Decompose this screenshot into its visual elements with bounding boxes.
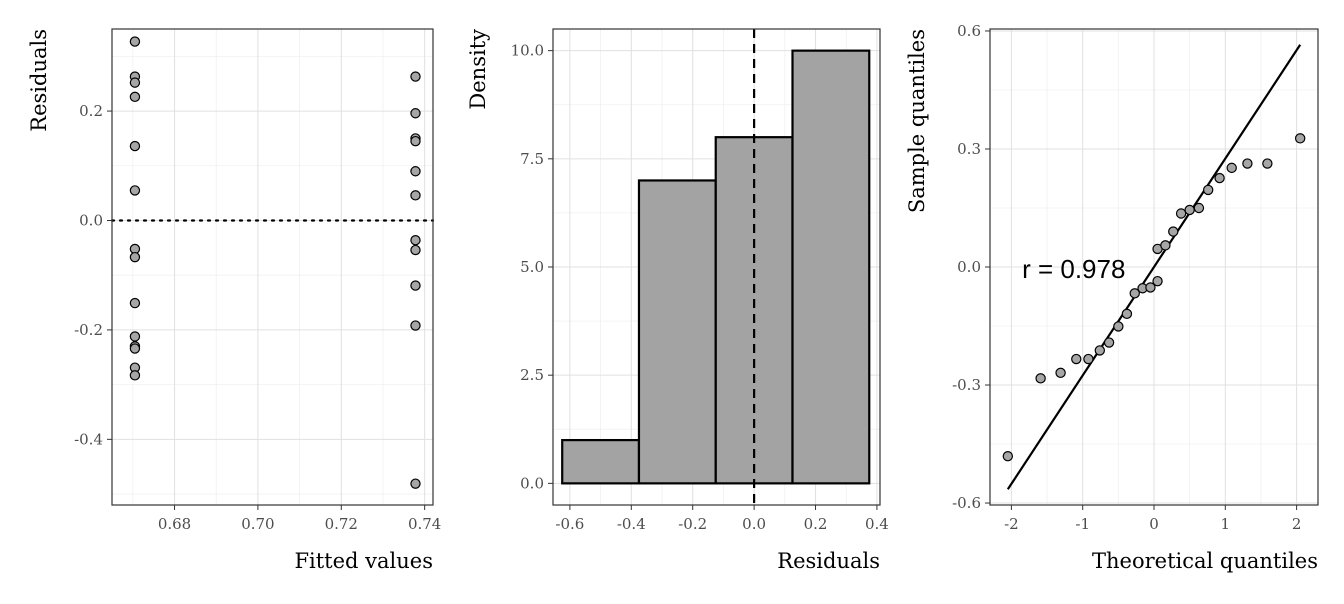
y-tick-label: 2.5 (520, 366, 544, 384)
x-tick-label: -0.2 (678, 515, 707, 533)
data-point-23 (410, 320, 421, 331)
y-tick-label: -0.4 (74, 430, 103, 448)
data-point-14 (410, 71, 421, 82)
data-point-15 (410, 108, 421, 119)
x-tick-label: -0.6 (555, 515, 584, 533)
y-tick-label: 7.5 (520, 150, 544, 168)
data-point-20 (410, 234, 421, 246)
data-point-17 (410, 135, 421, 147)
x-tick-label: 0.72 (325, 515, 358, 533)
data-point-17 (1184, 204, 1195, 216)
data-point-16 (1175, 208, 1187, 219)
y-axis-title: Sample quantiles (905, 29, 929, 213)
data-point-9 (129, 331, 141, 342)
y-axis-title: Density (466, 29, 490, 110)
y-tick-label: 0.6 (957, 22, 981, 40)
y-tick-label: 0.0 (520, 474, 544, 492)
correlation-annotation: r = 0.978 (1022, 254, 1125, 284)
data-point-19 (410, 190, 421, 201)
x-tick-label: 0 (1149, 515, 1159, 533)
y-tick-label: 0.2 (79, 102, 103, 120)
qq-plot-panel: r = 0.978 -2 -1 0 1 2 -0.6 -0.3 0.0 0.3 0.6 Theoret… (905, 22, 1319, 573)
x-tick-label: 2 (1292, 515, 1302, 533)
data-point-24 (1294, 133, 1306, 144)
data-point-11 (129, 343, 141, 354)
data-point-3 (129, 91, 141, 103)
data-point-13 (129, 370, 141, 381)
data-point-20 (1214, 172, 1225, 184)
residual-histogram-panel: -0.6 -0.4 -0.2 0.0 0.2 0.4 0.0 2.5 5.0 7.5 10.0 Res… (466, 28, 889, 573)
y-tick-label: -0.3 (952, 376, 981, 394)
histogram-bar-1 (637, 179, 717, 485)
y-tick-label: 5.0 (520, 258, 544, 276)
data-point-6 (1103, 337, 1115, 348)
data-point-18 (410, 166, 421, 177)
data-point-19 (1202, 184, 1214, 196)
x-tick-label: 0.0 (742, 515, 766, 533)
residuals-vs-fitted-panel: 0.68 0.70 0.72 0.74 -0.4 -0.2 0.0 0.2 Fitted val… (27, 28, 441, 573)
y-tick-label: 10.0 (511, 42, 544, 60)
data-point-8 (129, 297, 141, 309)
x-tick-label: 0.74 (408, 515, 441, 533)
data-point-5 (129, 185, 141, 196)
y-tick-label: -0.2 (74, 321, 103, 339)
x-tick-label: 0.70 (241, 515, 274, 533)
data-point-18 (1193, 202, 1205, 214)
data-point-4 (1083, 353, 1094, 365)
data-point-5 (1094, 345, 1106, 356)
data-point-14 (1160, 240, 1171, 251)
data-point-2 (1055, 367, 1066, 379)
data-point-12 (1152, 275, 1163, 287)
x-axis-title: Fitted values (294, 549, 433, 573)
data-point-22 (1242, 158, 1253, 169)
y-tick-label: 0.0 (79, 211, 103, 229)
data-point-23 (1262, 158, 1273, 169)
data-point-0 (1002, 451, 1014, 462)
histogram-bar-0 (561, 438, 641, 485)
x-tick-label: -1 (1075, 515, 1090, 533)
y-tick-label: 0.3 (957, 140, 981, 158)
qq-reference-line (1006, 44, 1302, 490)
data-point-7 (1113, 321, 1124, 332)
x-tick-label: 1 (1221, 515, 1231, 533)
x-tick-label: -0.4 (617, 515, 646, 533)
x-tick-label: 0.2 (804, 515, 828, 533)
y-tick-label: -0.6 (952, 494, 981, 512)
data-point-21 (410, 244, 421, 256)
x-axis-title: Theoretical quantiles (1092, 549, 1318, 573)
data-point-11 (1145, 282, 1156, 293)
histogram-bar-2 (714, 136, 794, 485)
data-point-15 (1168, 226, 1179, 237)
data-point-2 (129, 77, 141, 88)
data-point-1 (1035, 373, 1046, 384)
data-point-8 (1121, 308, 1133, 320)
histogram-bar-3 (791, 49, 871, 485)
data-point-7 (129, 251, 141, 263)
x-axis-title: Residuals (777, 549, 880, 573)
data-point-22 (410, 280, 421, 291)
data-point-4 (129, 140, 141, 152)
data-point-3 (1071, 353, 1082, 365)
x-tick-label: 0.68 (158, 515, 191, 533)
panel-border (111, 28, 434, 506)
y-axis-title: Residuals (27, 29, 51, 132)
x-tick-label: 0.4 (865, 515, 889, 533)
data-point-9 (1129, 288, 1140, 299)
data-point-21 (1226, 162, 1237, 174)
y-tick-label: 0.0 (957, 258, 981, 276)
data-point-24 (410, 478, 421, 489)
x-tick-label: -2 (1004, 515, 1019, 533)
data-point-0 (129, 36, 141, 47)
